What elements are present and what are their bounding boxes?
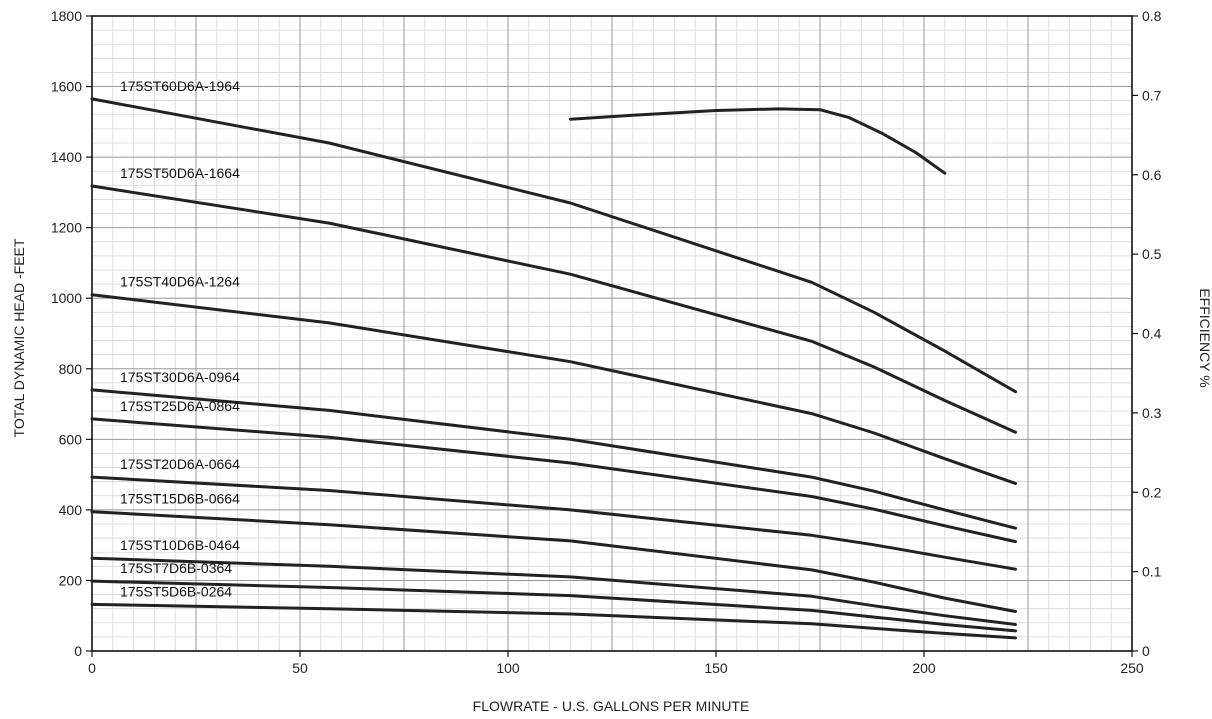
curve-175st30d6a-0964 <box>90 388 1017 530</box>
curve-175st20d6a-0664 <box>90 475 1017 571</box>
curve-175st50d6a-1664 <box>90 184 1017 434</box>
y2-tick-label: 0.6 <box>1142 167 1162 183</box>
x-tick-label: 0 <box>88 660 96 676</box>
curve-175st40d6a-1264 <box>90 293 1017 485</box>
y2-tick-label: 0.7 <box>1142 87 1162 103</box>
y2-tick-label: 0.8 <box>1142 8 1162 24</box>
curve-175st25d6a-0864 <box>90 417 1017 544</box>
labels-layer: 175ST60D6A-1964 175ST50D6A-1664 175ST40D6A… <box>120 78 240 600</box>
y-tick-label: 0 <box>74 643 82 659</box>
curve-efficiency <box>568 107 947 175</box>
curve-label-175st25d6a-0864: 175ST25D6A-0864 <box>120 398 240 414</box>
y2-tick-label: 0.2 <box>1142 484 1162 500</box>
y2-tick-label: 0.4 <box>1142 326 1162 342</box>
y-tick-label: 1000 <box>51 290 82 306</box>
y2-tick-label: 0.3 <box>1142 405 1162 421</box>
y-tick-label: 1800 <box>51 8 82 24</box>
y-axis-title: TOTAL DYNAMIC HEAD -FEET <box>11 238 27 437</box>
curve-175st5d6b-0264 <box>90 602 1017 640</box>
x-tick-label: 250 <box>1120 660 1144 676</box>
x-axis-title: FLOWRATE - U.S. GALLONS PER MINUTE <box>473 698 750 714</box>
y-tick-label: 200 <box>59 572 83 588</box>
curve-label-175st10d6b-0464: 175ST10D6B-0464 <box>120 537 240 553</box>
y2-tick-label: 0.1 <box>1142 564 1162 580</box>
curve-175st7d6b-0364 <box>90 579 1017 633</box>
y-tick-label: 600 <box>59 431 83 447</box>
curve-label-175st40d6a-1264: 175ST40D6A-1264 <box>120 274 240 290</box>
y-tick-label: 400 <box>59 502 83 518</box>
curve-label-175st5d6b-0264: 175ST5D6B-0264 <box>120 583 232 599</box>
curve-175st15d6b-0664 <box>90 510 1017 613</box>
curve-175st10d6b-0464 <box>90 556 1017 626</box>
y-tick-label: 800 <box>59 361 83 377</box>
curve-label-175st30d6a-0964: 175ST30D6A-0964 <box>120 369 240 385</box>
curve-label-175st60d6a-1964: 175ST60D6A-1964 <box>120 78 240 94</box>
x-tick-label: 150 <box>704 660 728 676</box>
grid-layer <box>92 16 1132 651</box>
curve-label-175st50d6a-1664: 175ST50D6A-1664 <box>120 165 240 181</box>
curve-175st60d6a-1964 <box>90 97 1017 394</box>
y-tick-label: 1400 <box>51 149 82 165</box>
y-tick-label: 1200 <box>51 220 82 236</box>
curve-label-175st15d6b-0664: 175ST15D6B-0664 <box>120 491 240 507</box>
curve-label-175st7d6b-0364: 175ST7D6B-0364 <box>120 560 232 576</box>
y2-tick-label: 0.5 <box>1142 246 1162 262</box>
y2-axis-title: EFFICIENCY % <box>1197 288 1212 387</box>
y-tick-label: 1600 <box>51 79 82 95</box>
series-layer <box>90 97 1017 640</box>
curve-label-175st20d6a-0664: 175ST20D6A-0664 <box>120 456 240 472</box>
y2-tick-label: 0 <box>1142 643 1150 659</box>
x-tick-label: 200 <box>912 660 936 676</box>
ticks-layer: 0 50 100 150 200 2500200400600800100012001400… <box>51 8 1162 676</box>
x-tick-label: 50 <box>292 660 308 676</box>
x-tick-label: 100 <box>496 660 520 676</box>
